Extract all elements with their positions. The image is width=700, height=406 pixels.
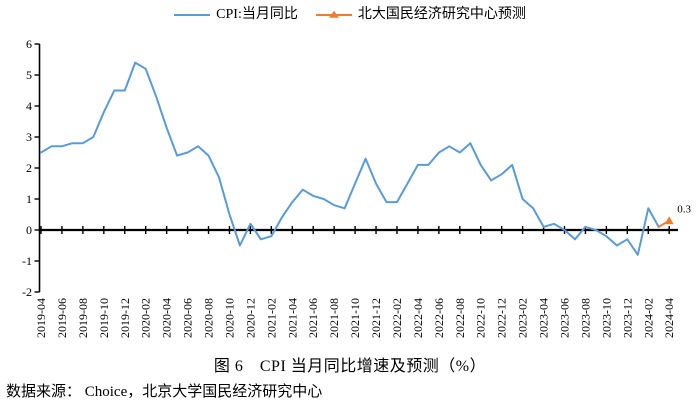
- y-tick-label: 1: [26, 192, 32, 206]
- y-tick-label: 0: [26, 223, 32, 237]
- y-tick-label: 4: [26, 99, 32, 113]
- figure-title: 图 6 CPI 当月同比增速及预测（%）: [213, 358, 487, 375]
- x-tick-label: 2019-06: [55, 298, 69, 338]
- x-tick-label: 2024-02: [641, 298, 655, 338]
- cpi-line: [40, 61, 660, 256]
- x-tick-label: 2021-10: [348, 298, 362, 338]
- forecast-legend-line-icon: [315, 10, 352, 18]
- x-tick-label: 2022-12: [495, 298, 509, 338]
- x-tick-label: 2022-08: [453, 298, 467, 338]
- x-tick-label: 2022-04: [411, 298, 425, 338]
- x-tick-label: 2023-08: [578, 298, 592, 338]
- x-tick-label: 2020-02: [139, 298, 153, 338]
- x-tick-label: 2021-04: [285, 298, 299, 338]
- y-tick-label: -1: [22, 254, 32, 268]
- forecast-triangle-marker: [664, 216, 674, 225]
- x-tick-label: 2024-04: [662, 298, 676, 338]
- x-tick-label: 2021-12: [369, 298, 383, 338]
- x-tick-label: 2020-08: [202, 298, 216, 338]
- x-tick-label: 2021-06: [306, 298, 320, 338]
- x-tick-label: 2023-10: [599, 298, 613, 338]
- x-tick-label: 2023-04: [537, 298, 551, 338]
- cpi-legend-line-icon: [174, 14, 211, 16]
- data-source-note: 数据来源： Choice，北京大学国民经济研究中心: [6, 384, 323, 400]
- x-tick-label: 2022-06: [432, 298, 446, 338]
- legend-label-forecast: 北大国民经济研究中心预测: [357, 7, 526, 22]
- x-tick-label: 2019-08: [76, 298, 90, 338]
- x-tick-label: 2020-12: [243, 298, 257, 338]
- x-tick-label: 2021-08: [327, 298, 341, 338]
- cpi-chart-svg: -2 -1 0 1 2 3 4 5 6 2019-04 2019-06 2019-08 2019-10 2…: [22, 37, 691, 338]
- legend-item-forecast: 北大国民经济研究中心预测: [315, 6, 526, 24]
- y-tick-label: -2: [22, 285, 32, 299]
- x-tick-label: 2020-10: [222, 298, 236, 338]
- y-tick-label: 2: [26, 161, 32, 175]
- legend-label-cpi: CPI:当月同比: [216, 7, 298, 22]
- x-tick-label: 2022-10: [474, 298, 488, 338]
- legend-item-cpi: CPI:当月同比: [174, 6, 298, 24]
- x-tick-label: 2019-10: [97, 298, 111, 338]
- chart-legend: CPI:当月同比 北大国民经济研究中心预测: [0, 6, 700, 24]
- x-tick-label: 2022-02: [390, 298, 404, 338]
- x-tick-label: 2019-04: [34, 298, 48, 338]
- x-tick-label: 2023-02: [516, 298, 530, 338]
- y-tick-label: 6: [26, 37, 32, 51]
- y-tick-label: 5: [26, 68, 32, 82]
- forecast-value-label: 0.3: [677, 204, 691, 216]
- x-tick-label: 2021-02: [264, 298, 278, 338]
- x-tick-label: 2019-12: [118, 298, 132, 338]
- x-tick-label: 2023-06: [558, 298, 572, 338]
- x-tick-label: 2023-12: [620, 298, 634, 338]
- y-tick-label: 3: [26, 130, 32, 144]
- x-tick-label: 2020-04: [160, 298, 174, 338]
- x-tick-label: 2020-06: [181, 298, 195, 338]
- forecast-legend-triangle-icon: [328, 10, 339, 18]
